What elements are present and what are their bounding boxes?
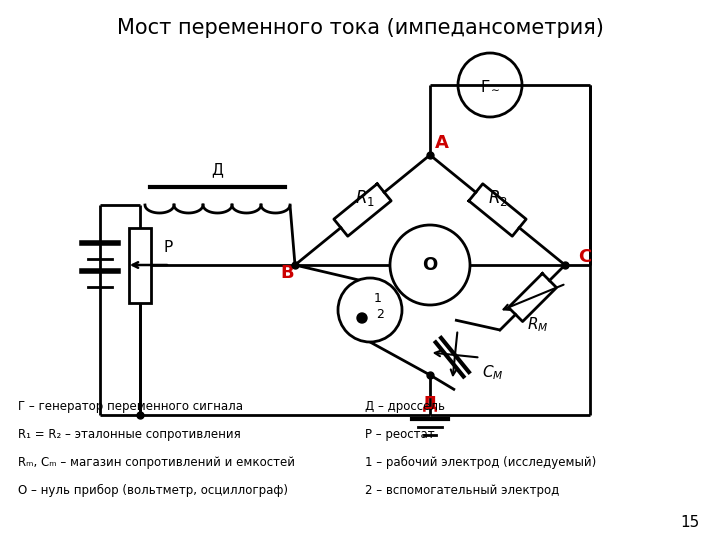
Text: Д – дроссель: Д – дроссель bbox=[365, 400, 445, 413]
Text: $\Gamma_{\sim}$: $\Gamma_{\sim}$ bbox=[480, 78, 500, 92]
Text: $R_2$: $R_2$ bbox=[488, 188, 508, 208]
Text: Д: Д bbox=[212, 163, 223, 178]
Text: Г – генератор переменного сигнала: Г – генератор переменного сигнала bbox=[18, 400, 243, 413]
Text: Rₘ, Cₘ – магазин сопротивлений и емкостей: Rₘ, Cₘ – магазин сопротивлений и емкосте… bbox=[18, 456, 295, 469]
Circle shape bbox=[357, 313, 367, 323]
Text: $C_M$: $C_M$ bbox=[482, 363, 504, 382]
Text: В: В bbox=[280, 264, 294, 282]
Text: С: С bbox=[578, 248, 592, 266]
Text: О: О bbox=[423, 256, 438, 274]
Text: R₁ = R₂ – эталонные сопротивления: R₁ = R₂ – эталонные сопротивления bbox=[18, 428, 240, 441]
Text: Мост переменного тока (импедансометрия): Мост переменного тока (импедансометрия) bbox=[117, 18, 603, 38]
Text: 2: 2 bbox=[376, 308, 384, 321]
Text: 15: 15 bbox=[680, 515, 700, 530]
Text: $R_1$: $R_1$ bbox=[355, 188, 375, 208]
Text: Р – реостат: Р – реостат bbox=[365, 428, 435, 441]
Text: Д: Д bbox=[422, 394, 438, 412]
Text: 1 – рабочий электрод (исследуемый): 1 – рабочий электрод (исследуемый) bbox=[365, 456, 596, 469]
Text: О – нуль прибор (вольтметр, осциллограф): О – нуль прибор (вольтметр, осциллограф) bbox=[18, 484, 288, 497]
Circle shape bbox=[338, 278, 402, 342]
Text: 2 – вспомогательный электрод: 2 – вспомогательный электрод bbox=[365, 484, 559, 497]
Text: $R_M$: $R_M$ bbox=[527, 316, 549, 334]
Text: Р: Р bbox=[163, 240, 173, 254]
Bar bbox=[129, 227, 151, 302]
Text: 1: 1 bbox=[374, 292, 382, 305]
Circle shape bbox=[390, 225, 470, 305]
Text: А: А bbox=[435, 134, 449, 152]
